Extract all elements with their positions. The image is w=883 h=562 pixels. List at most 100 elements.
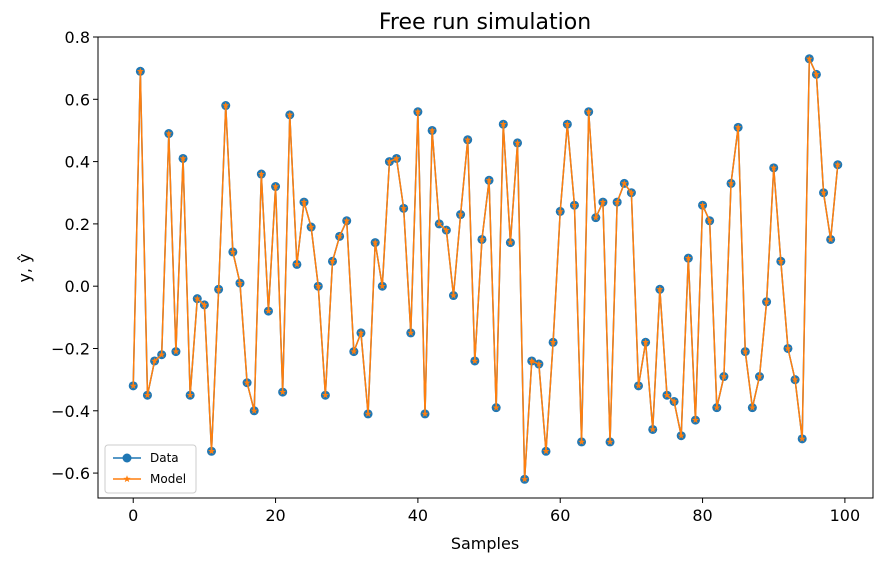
data-point-model	[727, 179, 735, 187]
x-tick-label: 20	[265, 506, 285, 525]
data-point-model	[243, 379, 251, 386]
data-point-model	[236, 279, 244, 286]
x-tick-label: 40	[408, 506, 428, 525]
data-point-model	[670, 397, 678, 405]
data-point-model	[763, 298, 771, 305]
data-point-model	[571, 201, 578, 209]
data-point-model	[635, 382, 642, 389]
x-axis-label: Samples	[451, 534, 519, 553]
data-point-model	[798, 435, 806, 442]
data-point-model	[741, 348, 749, 355]
data-point-model	[343, 217, 351, 224]
data-point-model	[136, 67, 144, 75]
data-point-model	[450, 291, 457, 299]
data-point-model	[364, 410, 372, 417]
data-point-model	[535, 360, 543, 367]
y-tick-label: 0.6	[65, 90, 90, 109]
y-tick-label: 0.8	[65, 28, 90, 47]
data-point-model	[784, 344, 792, 352]
data-point-model	[485, 176, 493, 184]
y-tick-label: 0.0	[65, 277, 90, 296]
data-point-model	[713, 404, 721, 411]
data-point-model	[129, 382, 137, 389]
data-point-model	[620, 179, 628, 187]
y-tick-label: −0.2	[51, 339, 90, 358]
data-point-model	[421, 410, 429, 417]
data-point-model	[250, 407, 258, 414]
data-point-model	[442, 226, 450, 234]
data-point-model	[478, 235, 486, 243]
data-point-model	[457, 210, 465, 218]
legend: Data Model	[104, 444, 197, 494]
data-point-model	[528, 357, 536, 364]
x-tick-label: 80	[692, 506, 712, 525]
data-point-model	[393, 154, 400, 162]
y-tick-label: −0.4	[51, 402, 90, 421]
data-point-model	[215, 285, 223, 293]
plot-area	[128, 54, 843, 484]
data-point-model	[834, 161, 842, 168]
data-point-model	[506, 238, 514, 246]
legend-model-label: Model	[150, 472, 186, 486]
data-point-model	[627, 189, 635, 196]
legend-data-label: Data	[150, 451, 179, 465]
data-point-model	[144, 391, 151, 399]
data-point-model	[791, 376, 799, 383]
y-axis: −0.6 −0.4 −0.2 0.0 0.2 0.4 0.6 0.8	[51, 28, 98, 483]
data-point-model	[208, 447, 215, 455]
data-point-model	[563, 120, 571, 128]
data-point-model	[756, 372, 763, 380]
data-point-model	[265, 307, 272, 315]
data-point-model	[656, 285, 664, 293]
data-point-model	[521, 475, 529, 483]
data-point-model	[428, 126, 436, 134]
data-point-model	[805, 55, 813, 62]
data-point-model	[272, 182, 279, 190]
data-point-model	[663, 391, 671, 399]
data-point-model	[599, 198, 607, 205]
data-point-model	[165, 129, 173, 137]
data-point-model	[279, 388, 287, 396]
data-point-model	[684, 254, 692, 262]
data-point-model	[151, 357, 158, 364]
data-point-model	[414, 108, 422, 115]
data-point-model	[371, 238, 379, 246]
data-point-model	[677, 432, 685, 439]
data-point-model	[748, 404, 756, 411]
data-point-model	[734, 123, 742, 131]
data-point-model	[642, 338, 650, 346]
x-axis: 0 20 40 60 80 100	[128, 498, 860, 525]
y-tick-label: −0.6	[51, 464, 90, 483]
data-point-model	[820, 189, 827, 196]
data-point-model	[229, 248, 237, 255]
data-point-model	[357, 329, 365, 336]
y-axis-label: y, ŷ	[15, 253, 34, 282]
data-point-model	[514, 139, 521, 146]
data-point-model	[464, 136, 472, 143]
data-point-model	[499, 120, 507, 128]
data-point-model	[777, 257, 785, 265]
data-point-model	[613, 198, 621, 205]
data-point-model	[549, 338, 557, 346]
data-point-model	[307, 223, 315, 230]
data-point-model	[257, 170, 265, 177]
data-point-model	[585, 108, 593, 115]
data-point-model	[578, 438, 585, 445]
data-point-model	[827, 235, 835, 243]
data-point-model	[542, 447, 550, 455]
data-point-model	[400, 204, 408, 212]
data-point-model	[200, 301, 208, 308]
series-line-model	[132, 58, 839, 481]
x-tick-label: 100	[830, 506, 861, 525]
data-point-model	[706, 217, 714, 224]
data-point-model	[435, 220, 443, 227]
y-tick-label: 0.2	[65, 215, 90, 234]
data-point-model	[186, 391, 194, 399]
data-point-model	[606, 438, 614, 445]
data-point-model	[692, 416, 699, 424]
y-tick-label: 0.4	[65, 153, 90, 172]
series-line-data	[132, 58, 839, 481]
data-point-model	[649, 425, 657, 433]
data-point-model	[378, 282, 386, 290]
